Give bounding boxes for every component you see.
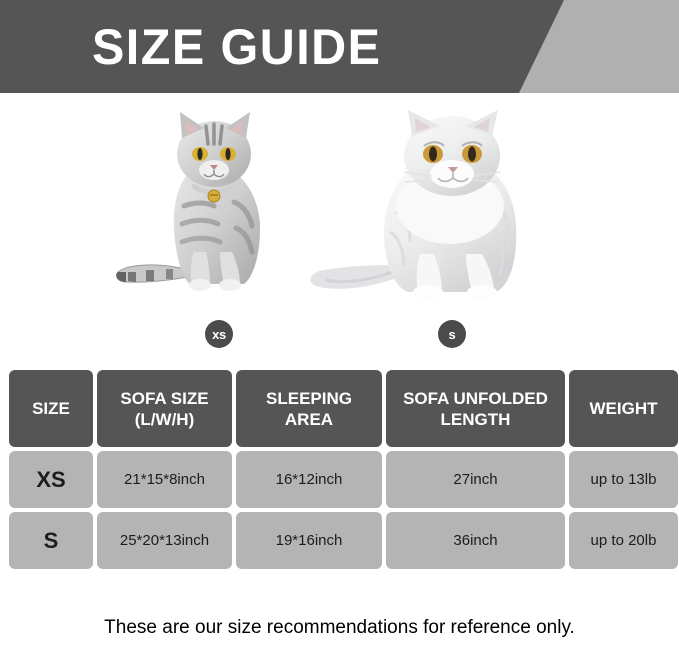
header-accent-wedge <box>519 0 679 93</box>
cell-size-s: S <box>9 512 93 569</box>
cat-photo-area: xs <box>0 93 679 360</box>
cat-photo-s: s <box>300 93 580 360</box>
column-header-weight: WEIGHT <box>569 370 678 447</box>
column-header-sleeping-area-line2: AREA <box>284 409 334 429</box>
column-header-sofa-unfolded-length: SOFA UNFOLDED LENGTH <box>386 370 565 447</box>
page-title: SIZE GUIDE <box>92 19 382 75</box>
persian-cat-image <box>300 102 580 302</box>
column-header-size: SIZE <box>9 370 93 447</box>
tabby-cat-image <box>110 102 310 302</box>
column-header-sleeping-area: SLEEPING AREA <box>236 370 382 447</box>
size-table: SIZE SOFA SIZE (L/W/H) SLEEPING AREA SOF… <box>9 370 678 569</box>
cell-sofa-size-xs: 21*15*8inch <box>97 451 232 508</box>
table-header-row: SIZE SOFA SIZE (L/W/H) SLEEPING AREA SOF… <box>9 370 678 447</box>
cell-sleeping-area-s: 19*16inch <box>236 512 382 569</box>
column-header-sofa-unfolded-length-line2: LENGTH <box>440 409 511 429</box>
header-banner: SIZE GUIDE <box>0 0 679 93</box>
cell-sleeping-area-xs: 16*12inch <box>236 451 382 508</box>
cell-weight-xs: up to 13lb <box>569 451 678 508</box>
footer-note: These are our size recommendations for r… <box>104 617 575 638</box>
column-header-sofa-size: SOFA SIZE (L/W/H) <box>97 370 232 447</box>
column-header-sofa-unfolded-length-line1: SOFA UNFOLDED <box>403 388 548 408</box>
size-badge-s: s <box>438 320 466 348</box>
size-badge-xs: xs <box>205 320 233 348</box>
column-header-sleeping-area-line1: SLEEPING <box>266 388 352 408</box>
cell-sofa-size-s: 25*20*13inch <box>97 512 232 569</box>
cell-sofa-unfolded-length-s: 36inch <box>386 512 565 569</box>
cat-photo-xs: xs <box>110 93 310 360</box>
column-header-sofa-size-line1: SOFA SIZE <box>120 388 209 408</box>
cell-sofa-unfolded-length-xs: 27inch <box>386 451 565 508</box>
table-row-xs: XS 21*15*8inch 16*12inch 27inch up to 13… <box>9 451 678 508</box>
cell-size-xs: XS <box>9 451 93 508</box>
table-row-s: S 25*20*13inch 19*16inch 36inch up to 20… <box>9 512 678 569</box>
column-header-sofa-size-line2: (L/W/H) <box>134 409 195 429</box>
cell-weight-s: up to 20lb <box>569 512 678 569</box>
